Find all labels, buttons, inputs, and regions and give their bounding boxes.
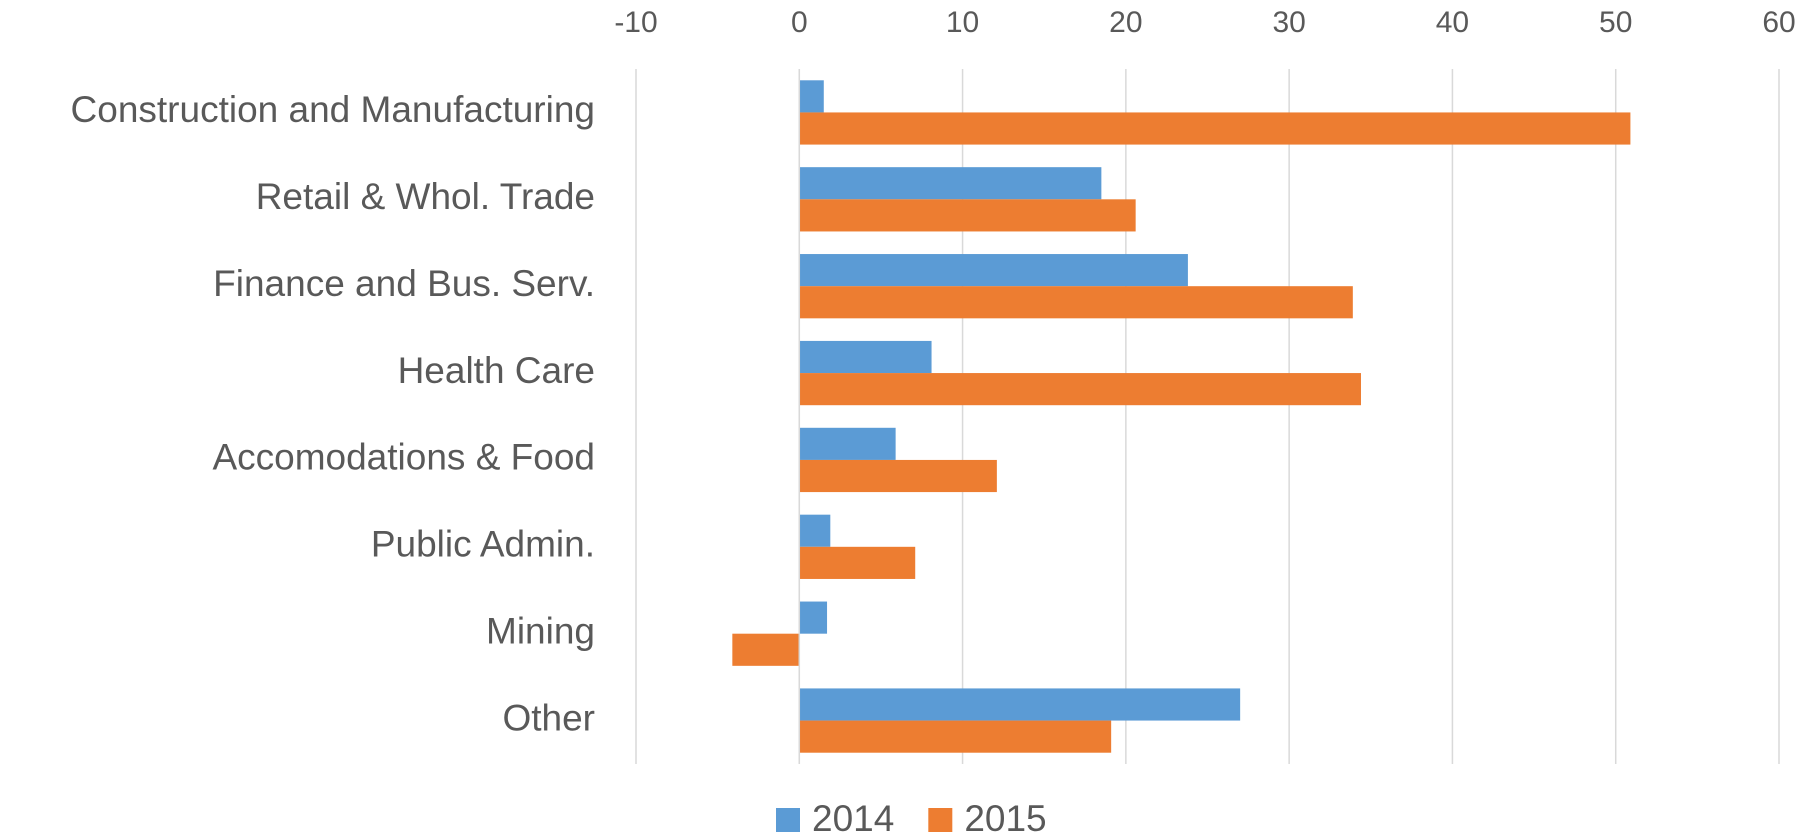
bar (799, 373, 1361, 406)
bar (799, 112, 1631, 145)
x-tick-label: 60 (1762, 6, 1795, 39)
bar (799, 720, 1112, 753)
category-label: Finance and Bus. Serv. (213, 263, 595, 304)
legend-swatch (928, 808, 953, 832)
bar (799, 286, 1353, 319)
x-tick-label: 20 (1109, 6, 1142, 39)
bar (799, 199, 1136, 232)
category-label: Other (502, 697, 595, 738)
x-tick-label: 0 (791, 6, 808, 39)
legend-label: 2015 (964, 798, 1046, 838)
bar (799, 601, 828, 634)
bar (799, 546, 916, 579)
x-tick-label: 30 (1272, 6, 1305, 39)
category-label: Construction and Manufacturing (71, 89, 595, 130)
bar (732, 633, 800, 666)
bar (799, 80, 824, 113)
category-label: Public Admin. (371, 524, 595, 565)
x-tick-label: 50 (1599, 6, 1632, 39)
bar (799, 427, 896, 460)
x-tick-label: -10 (614, 6, 657, 39)
bar (799, 459, 997, 493)
bar (799, 167, 1102, 200)
bar (799, 340, 932, 374)
category-label: Retail & Whol. Trade (256, 176, 595, 217)
bar (799, 514, 831, 547)
legend-swatch (776, 808, 800, 832)
x-tick-label: 10 (946, 6, 979, 39)
category-label: Accomodations & Food (212, 437, 595, 478)
x-tick-label: 40 (1436, 6, 1469, 39)
category-label: Mining (486, 610, 595, 651)
category-label: Health Care (398, 350, 595, 391)
bar (799, 254, 1188, 287)
legend-label: 2014 (812, 798, 894, 838)
bar (799, 688, 1241, 721)
